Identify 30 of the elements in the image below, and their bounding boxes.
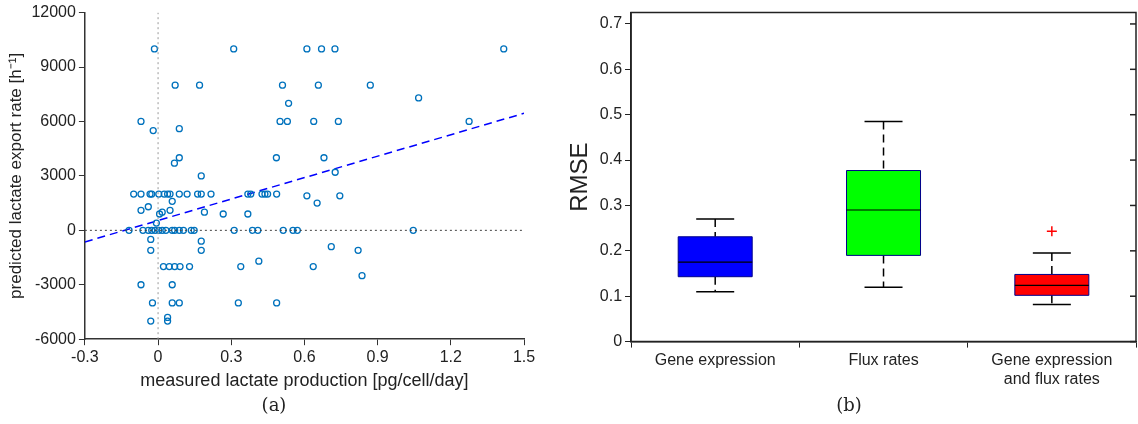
x-tick-label: Gene expression (654, 350, 776, 368)
y-tick-label: -3000 (34, 275, 76, 293)
y-tick-label: 0.1 (599, 286, 623, 304)
y-tick-label: 0 (66, 220, 76, 238)
y-tick-label: 0 (613, 332, 623, 350)
y-tick-label: 3000 (40, 166, 76, 184)
y-tick-label: -6000 (34, 329, 76, 347)
y-tick-label: 0.7 (599, 14, 623, 32)
x-tick-label: Gene expression and flux rates (991, 350, 1113, 387)
y-tick-label: 9000 (40, 57, 76, 75)
x-tick-label: 0.6 (293, 348, 316, 366)
x-tick-label: -0.3 (71, 348, 99, 366)
x-axis-title: measured lactate production [pg/cell/day] (140, 370, 469, 391)
y-tick-label: 6000 (40, 111, 76, 129)
x-tick-label: 1.2 (439, 348, 463, 366)
y-axis-title: RMSE (565, 142, 593, 212)
text: (a) (260, 394, 288, 415)
text: (b) (835, 394, 863, 415)
x-tick-label: 1.5 (512, 348, 536, 366)
x-tick-label: 0.9 (366, 348, 389, 366)
y-tick-label: 0.6 (599, 59, 623, 77)
y-tick-label: 0.4 (599, 150, 623, 168)
x-tick-label: Flux rates (848, 350, 919, 368)
x-tick-label: 0.3 (220, 348, 243, 366)
y-tick-label: 0.5 (599, 105, 623, 123)
y-tick-label: 0.2 (599, 241, 623, 259)
x-tick-label: 0 (153, 348, 163, 366)
y-tick-label: 0.3 (599, 195, 623, 213)
y-tick-label: 12000 (31, 3, 76, 21)
y-axis-title: predicted lactate export rate [h⁻¹] (5, 52, 25, 299)
